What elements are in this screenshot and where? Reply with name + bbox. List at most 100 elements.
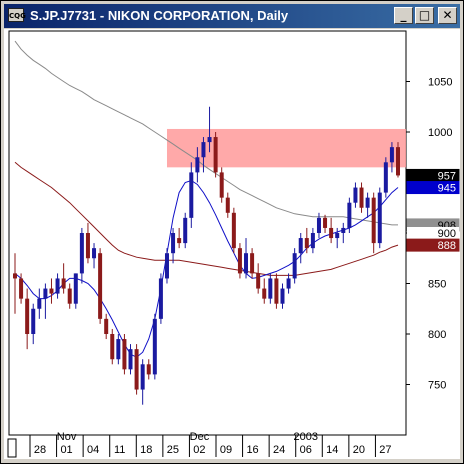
x-tick-label: 01 xyxy=(60,444,72,456)
candle-body xyxy=(116,339,121,360)
candle-body xyxy=(201,142,206,158)
candle-body xyxy=(383,162,388,193)
candle-body xyxy=(92,248,97,259)
candle-body xyxy=(323,217,328,228)
candle-body xyxy=(237,248,242,274)
price-badge xyxy=(406,181,460,195)
candle-body xyxy=(128,349,133,370)
x-tick-label: 06 xyxy=(300,444,312,456)
candle-body xyxy=(371,197,376,244)
candle-body xyxy=(79,233,84,274)
x-tick-label: 28 xyxy=(34,444,46,456)
candle-body xyxy=(73,273,78,304)
candle-body xyxy=(183,217,188,244)
moving-average-slow xyxy=(14,40,398,226)
candle-body xyxy=(268,278,273,299)
candle-body xyxy=(122,339,127,370)
price-badge-label: 888 xyxy=(438,240,456,252)
price-badge-label: 945 xyxy=(438,183,456,195)
x-tick-label: 16 xyxy=(246,444,258,456)
scroll-thumb xyxy=(7,438,17,458)
candle-body xyxy=(359,187,364,208)
window-title: S.JP.J7731 - NIKON CORPORATION, Daily xyxy=(30,8,289,23)
candle-body xyxy=(347,202,352,228)
candle-body xyxy=(31,308,36,334)
candle-body xyxy=(341,227,346,233)
candle-body xyxy=(256,273,261,289)
candle-body xyxy=(195,157,200,173)
candle-body xyxy=(286,278,291,289)
candle-body xyxy=(19,278,24,299)
x-tick-label: 25 xyxy=(167,444,179,456)
candle-body xyxy=(98,253,103,319)
price-badge-label: 900 xyxy=(438,228,456,240)
x-tick-label: 02 xyxy=(193,444,205,456)
candle-body xyxy=(389,147,394,163)
x-tick-label: 14 xyxy=(326,444,338,456)
candle-body xyxy=(110,334,115,360)
candle-body xyxy=(207,137,212,143)
candle-body xyxy=(61,278,66,289)
candle-body xyxy=(25,298,30,334)
candle-body xyxy=(262,288,267,299)
chart-area[interactable]: 7508008509009501000105095794590890088828… xyxy=(4,29,460,459)
x-tick-label: 04 xyxy=(87,444,99,456)
app-icon[interactable]: CQG xyxy=(8,8,26,22)
y-tick-label: 800 xyxy=(428,329,446,341)
candle-body xyxy=(316,217,321,233)
candle-body xyxy=(55,278,60,294)
month-label: Nov xyxy=(57,431,77,443)
candle-body xyxy=(13,273,17,279)
month-label: 2003 xyxy=(293,431,317,443)
candle-body xyxy=(304,238,309,249)
x-tick-label: 20 xyxy=(353,444,365,456)
candle-body xyxy=(225,197,230,213)
candle-body xyxy=(274,278,279,304)
candle-body xyxy=(310,233,315,249)
candle-body xyxy=(134,349,139,390)
candle-body xyxy=(85,233,90,259)
candle-body xyxy=(280,288,285,304)
resistance-zone xyxy=(166,128,406,168)
candle-body xyxy=(67,288,72,304)
candle-body xyxy=(329,227,334,239)
candle-body xyxy=(250,253,255,274)
price-badge-label: 957 xyxy=(438,170,456,182)
plot-frame xyxy=(8,30,407,436)
candle-body xyxy=(213,137,218,173)
minimize-button[interactable]: _ xyxy=(394,7,413,24)
candle-body xyxy=(219,172,224,198)
moving-average-fast xyxy=(14,179,399,358)
candle-body xyxy=(37,298,42,309)
y-tick-label: 1050 xyxy=(428,77,452,89)
x-tick-label: 09 xyxy=(220,444,232,456)
candle-body xyxy=(335,233,340,239)
candle-body xyxy=(49,288,54,294)
candle-body xyxy=(171,233,176,254)
candle-body xyxy=(377,192,382,244)
candle-body xyxy=(104,318,109,334)
candle-body xyxy=(292,253,297,279)
candle-body xyxy=(298,238,303,254)
candle-body xyxy=(158,278,163,319)
price-chart[interactable]: 7508008509009501000105095794590890088828… xyxy=(4,29,460,459)
x-tick-label: 11 xyxy=(114,444,125,456)
candle-body xyxy=(396,147,400,176)
x-tick-label: 27 xyxy=(379,444,391,456)
y-tick-label: 1000 xyxy=(428,127,452,139)
maximize-button[interactable]: □ xyxy=(415,7,434,24)
candle-body xyxy=(43,288,48,299)
candle-body xyxy=(244,253,249,274)
moving-average-mid xyxy=(14,161,399,276)
title-bar[interactable]: CQG S.JP.J7731 - NIKON CORPORATION, Dail… xyxy=(4,4,460,28)
month-label: Dec xyxy=(190,431,210,443)
x-tick-label: 18 xyxy=(140,444,152,456)
candle-body xyxy=(231,212,236,249)
candle-body xyxy=(164,253,169,279)
candle-body xyxy=(353,187,358,203)
candle-body xyxy=(177,238,182,244)
close-button[interactable]: ✕ xyxy=(438,7,457,24)
y-tick-label: 750 xyxy=(428,380,446,392)
y-tick-label: 850 xyxy=(428,279,446,291)
